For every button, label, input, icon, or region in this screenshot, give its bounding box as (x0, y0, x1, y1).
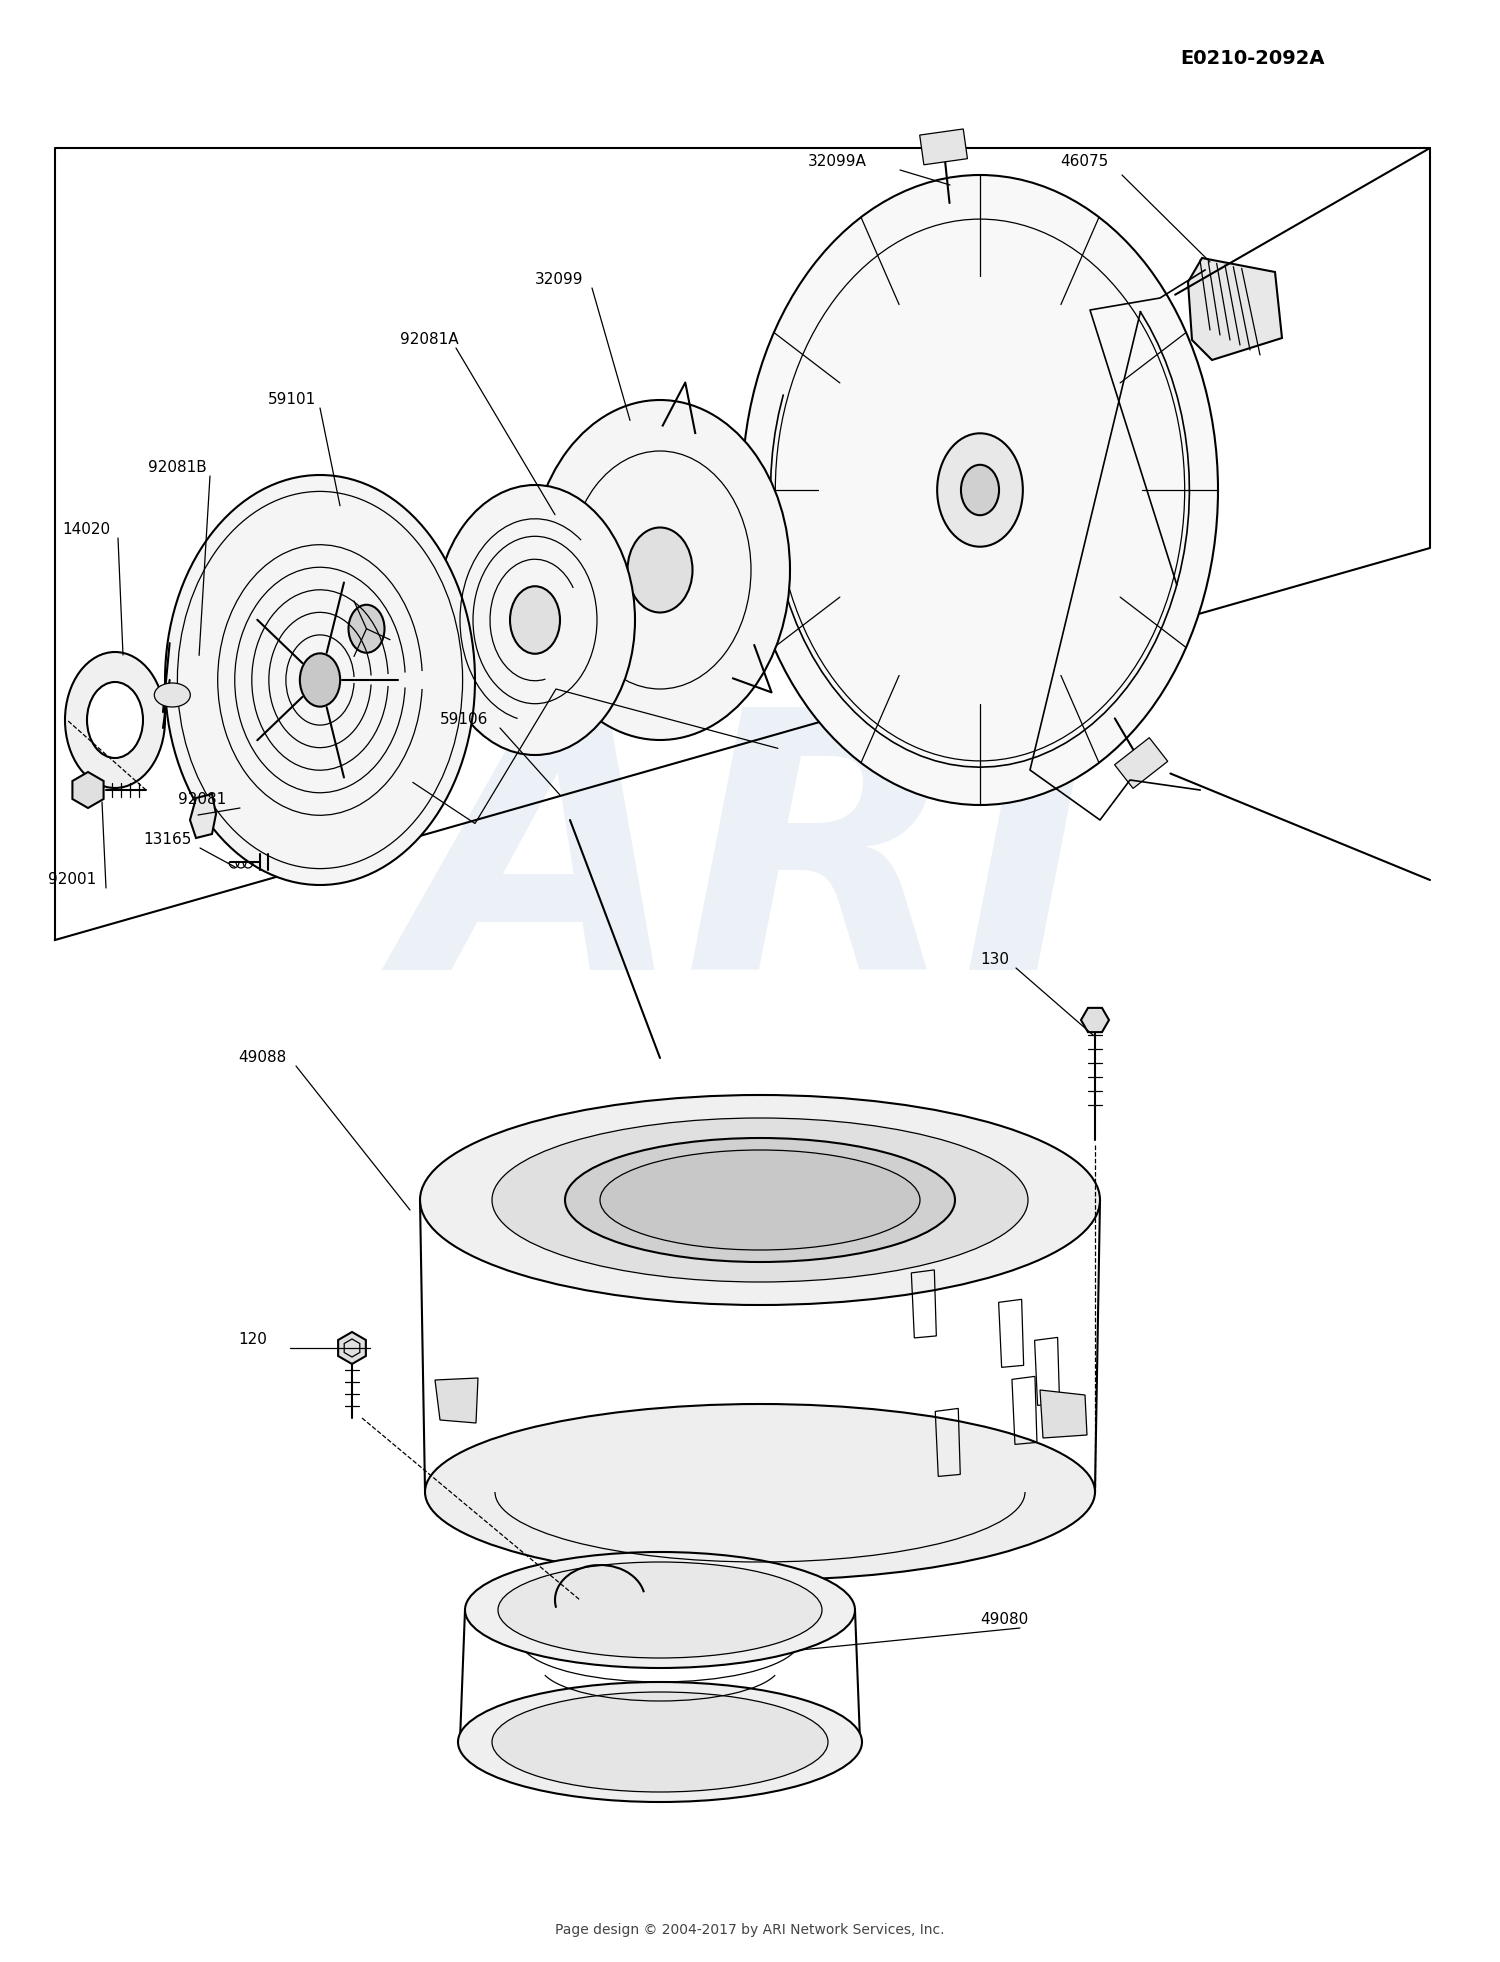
Text: 130: 130 (980, 952, 1010, 967)
Polygon shape (1082, 1008, 1108, 1032)
Ellipse shape (465, 1552, 855, 1668)
Text: 32099A: 32099A (808, 155, 867, 169)
Ellipse shape (424, 1405, 1095, 1579)
Ellipse shape (64, 651, 165, 789)
Ellipse shape (600, 1150, 920, 1250)
Text: 120: 120 (238, 1332, 267, 1348)
Ellipse shape (165, 475, 476, 885)
Text: E0210-2092A: E0210-2092A (1180, 49, 1324, 67)
Ellipse shape (566, 1138, 956, 1262)
Polygon shape (920, 129, 968, 165)
Polygon shape (72, 771, 104, 808)
Ellipse shape (154, 683, 190, 706)
Text: 14020: 14020 (62, 522, 110, 538)
Ellipse shape (458, 1681, 862, 1801)
Ellipse shape (492, 1691, 828, 1791)
Ellipse shape (962, 465, 999, 516)
Ellipse shape (300, 653, 340, 706)
Text: 49088: 49088 (238, 1050, 286, 1065)
Ellipse shape (510, 587, 560, 653)
Polygon shape (705, 538, 742, 587)
Ellipse shape (87, 683, 142, 757)
Polygon shape (338, 1332, 366, 1364)
Ellipse shape (627, 528, 693, 612)
Ellipse shape (348, 604, 384, 653)
Polygon shape (1114, 738, 1168, 789)
Text: 92081A: 92081A (400, 332, 459, 347)
Ellipse shape (938, 434, 1023, 547)
Text: 92081B: 92081B (148, 461, 207, 475)
Ellipse shape (435, 485, 634, 755)
Ellipse shape (742, 175, 1218, 804)
Text: 92081: 92081 (178, 793, 226, 808)
Ellipse shape (498, 1562, 822, 1658)
Text: 32099: 32099 (536, 273, 584, 288)
Text: 59101: 59101 (268, 392, 316, 408)
Polygon shape (1040, 1389, 1088, 1438)
Text: 49080: 49080 (980, 1613, 1029, 1628)
Ellipse shape (530, 400, 790, 740)
Text: ARI: ARI (404, 695, 1096, 1044)
Ellipse shape (492, 1118, 1028, 1281)
Text: 13165: 13165 (142, 832, 192, 848)
Ellipse shape (420, 1095, 1100, 1305)
Text: 46075: 46075 (1060, 155, 1108, 169)
Text: 92001: 92001 (48, 873, 96, 887)
Polygon shape (1188, 257, 1282, 359)
Polygon shape (435, 1377, 478, 1422)
Polygon shape (190, 795, 216, 838)
Text: Page design © 2004-2017 by ARI Network Services, Inc.: Page design © 2004-2017 by ARI Network S… (555, 1923, 945, 1936)
Text: 59106: 59106 (440, 712, 489, 728)
